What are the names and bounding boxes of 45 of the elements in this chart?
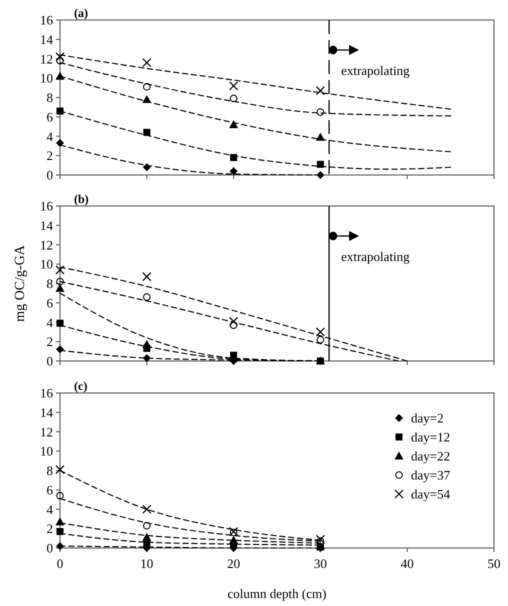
y-tick-label: 2 [46, 521, 53, 536]
y-tick-label: 10 [40, 70, 53, 86]
y-tick-label: 6 [46, 482, 54, 498]
legend-label: day=22 [411, 448, 450, 464]
y-tick-label: 4 [46, 314, 54, 330]
y-tick-label: 4 [46, 128, 54, 144]
y-tick-label: 0 [46, 168, 53, 183]
y-tick-label: 16 [40, 198, 54, 214]
chart-title: (a) [74, 6, 88, 20]
y-tick-label: 14 [40, 404, 54, 420]
y-tick-label: 8 [46, 90, 53, 106]
x-axis-title: column depth (cm) [228, 586, 326, 601]
y-tick-label: 10 [40, 256, 53, 272]
y-tick-label: 2 [46, 334, 53, 350]
chart-title: (b) [74, 192, 89, 206]
y-axis-title: mg OC/g-GA [13, 244, 28, 322]
y-tick-label: 8 [46, 276, 53, 292]
y-tick-label: 10 [40, 444, 53, 459]
y-tick-label: 2 [46, 148, 53, 164]
x-tick-label: 50 [488, 556, 500, 571]
y-tick-label: 0 [46, 354, 53, 369]
x-tick-label: 10 [140, 556, 154, 571]
y-tick-label: 12 [40, 424, 53, 440]
y-tick-label: 16 [40, 12, 54, 28]
y-tick-label: 12 [40, 237, 53, 252]
legend-label: day=37 [411, 468, 451, 483]
x-tick-label: 0 [56, 556, 64, 571]
y-tick-label: 6 [46, 295, 54, 310]
y-tick-label: 8 [46, 463, 53, 478]
x-tick-label: 30 [314, 556, 327, 571]
y-tick-label: 0 [46, 540, 53, 556]
legend-label: day=54 [411, 486, 451, 502]
x-tick-label: 20 [227, 556, 240, 571]
y-tick-label: 6 [46, 109, 54, 124]
legend-label: day=2 [411, 410, 444, 426]
ref-line-label: extrapolating [341, 249, 410, 264]
y-tick-label: 14 [40, 218, 54, 233]
chart-title: (c) [74, 379, 88, 393]
y-tick-label: 4 [46, 502, 54, 517]
y-tick-label: 14 [40, 32, 54, 47]
y-tick-label: 16 [40, 386, 54, 401]
x-tick-label: 40 [400, 556, 414, 571]
ref-line-label: extrapolating [341, 63, 410, 78]
legend-label: day=12 [411, 430, 450, 445]
y-tick-label: 12 [40, 51, 53, 66]
